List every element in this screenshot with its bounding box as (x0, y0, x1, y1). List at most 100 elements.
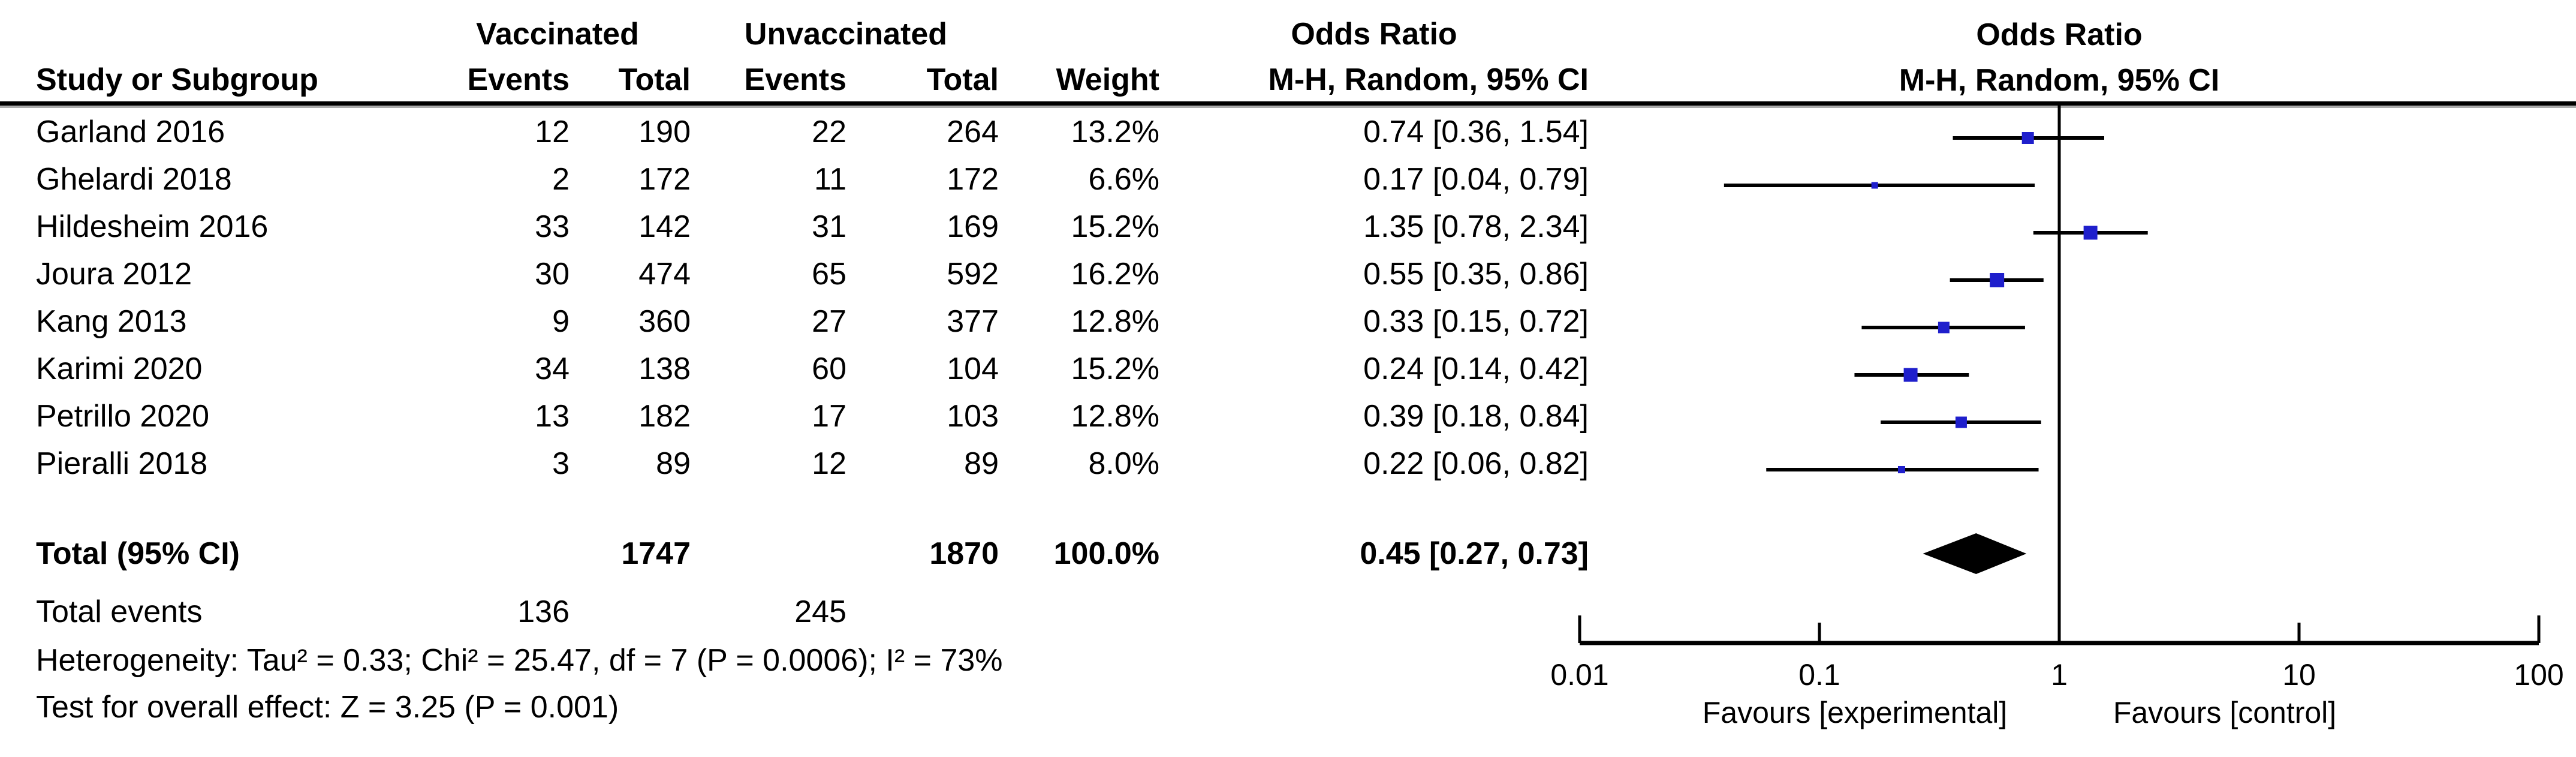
unvaccinated-events: 22 (812, 115, 846, 149)
vaccinated-events: 30 (535, 257, 570, 292)
x-axis-tick-label-0.01: 0.01 (1550, 658, 1608, 692)
unvaccinated-events: 60 (812, 352, 846, 386)
vaccinated-group-header: Vaccinated (476, 17, 639, 52)
vaccinated-events: 9 (552, 304, 570, 339)
or-ci-text: 0.17 [0.04, 0.79] (1363, 162, 1589, 197)
vaccinated-total: 142 (638, 209, 691, 244)
unvaccinated-events: 65 (812, 257, 846, 292)
x-axis-tick-label-1: 1 (2051, 658, 2068, 692)
vaccinated-events: 33 (535, 209, 570, 244)
or-ci-text: 0.22 [0.06, 0.82] (1363, 446, 1589, 481)
or-marker-pieralli-2018 (1897, 466, 1905, 473)
weight: 16.2% (1071, 257, 1159, 292)
total-label: Total (95% CI) (36, 536, 240, 571)
col-header-unvacc-total: Total (926, 62, 999, 97)
total-events-label: Total events (36, 594, 203, 629)
x-axis-tick-label-0.1: 0.1 (1798, 658, 1840, 692)
header-rule (0, 101, 2576, 108)
total-or-ci: 0.45 [0.27, 0.73] (1360, 536, 1589, 571)
unvaccinated-events: 17 (812, 399, 846, 434)
total-weight: 100.0% (1053, 536, 1159, 571)
plot-header-method: M-H, Random, 95% CI (1899, 63, 2220, 98)
weight: 15.2% (1071, 209, 1159, 244)
total-diamond (1923, 533, 2027, 574)
favours-experimental-label: Favours [experimental] (1703, 696, 2008, 729)
vaccinated-events: 12 (535, 115, 570, 149)
x-axis-tick-label-10: 10 (2282, 658, 2316, 692)
table-rows: Garland 2016 12 190 22 264 13.2% 0.74 [0.36, 1… (0, 109, 1589, 488)
vaccinated-events: 3 (552, 446, 570, 481)
vaccinated-total: 190 (638, 115, 691, 149)
x-axis-tick-label-100: 100 (2514, 658, 2563, 692)
study-name: Pieralli 2018 (36, 446, 208, 481)
study-name: Ghelardi 2018 (36, 162, 232, 197)
col-header-unvacc-events: Events (744, 62, 846, 97)
unvaccinated-total: 264 (947, 115, 999, 149)
unvaccinated-events: 31 (812, 209, 846, 244)
or-ci-text: 1.35 [0.78, 2.34] (1363, 209, 1589, 244)
col-header-study: Study or Subgroup (36, 62, 318, 97)
unvaccinated-total: 104 (947, 352, 999, 386)
heterogeneity-footnote: Heterogeneity: Tau² = 0.33; Chi² = 25.47… (36, 643, 1003, 678)
vaccinated-events: 13 (535, 399, 570, 434)
total-events-row: Total events 136 245 (0, 588, 1589, 636)
overall-effect-footnote: Test for overall effect: Z = 3.25 (P = 0… (36, 690, 619, 725)
or-ci-text: 0.74 [0.36, 1.54] (1363, 115, 1589, 149)
weight: 13.2% (1071, 115, 1159, 149)
total-unvacc-total: 1870 (929, 536, 999, 571)
weight: 12.8% (1071, 304, 1159, 339)
or-marker-kang-2013 (1938, 322, 1950, 334)
col-header-vacc-total: Total (618, 62, 691, 97)
vaccinated-total: 172 (638, 162, 691, 197)
weight: 6.6% (1088, 162, 1159, 197)
unvaccinated-events: 12 (812, 446, 846, 481)
vaccinated-total: 182 (638, 399, 691, 434)
vaccinated-total: 89 (656, 446, 691, 481)
weight: 12.8% (1071, 399, 1159, 434)
study-name: Hildesheim 2016 (36, 209, 269, 244)
odds-ratio-text-header: Odds Ratio (1291, 17, 1457, 52)
group-headers: Vaccinated Unvaccinated Odds Ratio (0, 11, 1589, 58)
total-events-vaccinated: 136 (517, 594, 570, 629)
unvaccinated-events: 27 (812, 304, 846, 339)
col-header-vacc-events: Events (467, 62, 570, 97)
unvaccinated-total: 592 (947, 257, 999, 292)
vaccinated-total: 138 (638, 352, 691, 386)
favours-control-label: Favours [control] (2113, 696, 2336, 729)
vaccinated-events: 2 (552, 162, 570, 197)
or-marker-ghelardi-2018 (1871, 182, 1878, 189)
unvaccinated-total: 89 (964, 446, 999, 481)
total-row: Total (95% CI) 1747 1870 100.0% 0.45 [0.… (0, 530, 1589, 578)
plot-header-odds-ratio: Odds Ratio (1976, 17, 2142, 52)
unvaccinated-total: 377 (947, 304, 999, 339)
vaccinated-total: 360 (638, 304, 691, 339)
or-ci-text: 0.33 [0.15, 0.72] (1363, 304, 1589, 339)
or-ci-text: 0.39 [0.18, 0.84] (1363, 399, 1589, 434)
total-events-unvaccinated: 245 (794, 594, 846, 629)
col-header-weight: Weight (1056, 62, 1159, 97)
or-ci-text: 0.24 [0.14, 0.42] (1363, 352, 1589, 386)
or-ci-text: 0.55 [0.35, 0.86] (1363, 257, 1589, 292)
weight: 15.2% (1071, 352, 1159, 386)
unvaccinated-total: 169 (947, 209, 999, 244)
or-marker-petrillo-2020 (1955, 416, 1967, 428)
study-name: Joura 2012 (36, 257, 192, 292)
total-vacc-total: 1747 (621, 536, 691, 571)
or-marker-hildesheim-2016 (2083, 226, 2098, 240)
study-name: Kang 2013 (36, 304, 187, 339)
col-header-or-ci: M-H, Random, 95% CI (1268, 62, 1589, 97)
or-marker-joura-2012 (1990, 273, 2005, 287)
unvaccinated-events: 11 (814, 162, 846, 197)
vaccinated-total: 474 (638, 257, 691, 292)
column-headers: Study or Subgroup Events Total Events To… (0, 56, 1589, 104)
vaccinated-events: 34 (535, 352, 570, 386)
unvaccinated-group-header: Unvaccinated (744, 17, 948, 52)
study-name: Garland 2016 (36, 115, 225, 149)
or-marker-garland-2016 (2021, 132, 2034, 144)
study-name: Karimi 2020 (36, 352, 203, 386)
unvaccinated-total: 103 (947, 399, 999, 434)
unvaccinated-total: 172 (947, 162, 999, 197)
or-marker-karimi-2020 (1903, 368, 1918, 382)
study-name: Petrillo 2020 (36, 399, 210, 434)
